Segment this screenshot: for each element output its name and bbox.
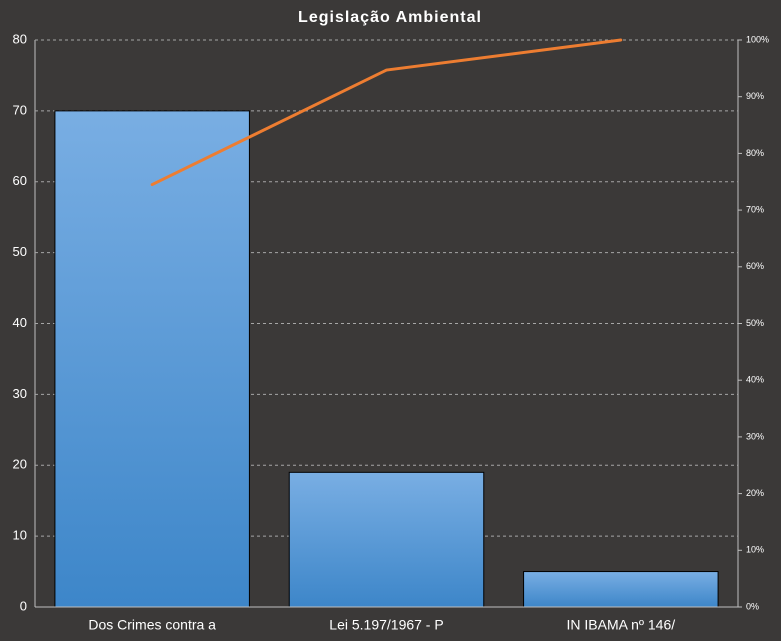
y2-tick-label: 0% bbox=[746, 601, 759, 611]
y2-tick-label: 20% bbox=[746, 488, 764, 498]
y2-tick-label: 80% bbox=[746, 148, 764, 158]
y-tick-label: 30 bbox=[13, 386, 27, 401]
y-tick-label: 80 bbox=[13, 31, 27, 46]
y2-tick-label: 60% bbox=[746, 261, 764, 271]
x-tick-label: Dos Crimes contra a bbox=[88, 617, 216, 633]
cumulative-line bbox=[150, 38, 623, 187]
y2-tick-label: 100% bbox=[746, 34, 769, 44]
y2-tick-label: 90% bbox=[746, 91, 764, 101]
y2-tick-label: 50% bbox=[746, 318, 764, 328]
y-tick-label: 40 bbox=[13, 315, 27, 330]
bar bbox=[523, 571, 719, 608]
y2-tick-label: 70% bbox=[746, 204, 764, 214]
x-tick-label: IN IBAMA nº 146/ bbox=[567, 617, 676, 633]
y2-tick-label: 30% bbox=[746, 431, 764, 441]
y2-tick-label: 10% bbox=[746, 545, 764, 555]
y-tick-label: 10 bbox=[13, 528, 27, 543]
y-tick-label: 0 bbox=[20, 598, 27, 613]
x-tick-label: Lei 5.197/1967 - P bbox=[329, 617, 443, 633]
y-tick-label: 70 bbox=[13, 102, 27, 117]
y-tick-label: 20 bbox=[13, 457, 27, 472]
bar bbox=[54, 110, 250, 608]
y-tick-label: 50 bbox=[13, 244, 27, 259]
chart-title: Legislação Ambiental bbox=[298, 9, 482, 26]
y2-tick-label: 40% bbox=[746, 375, 764, 385]
bar bbox=[288, 471, 485, 608]
y-tick-label: 60 bbox=[13, 173, 27, 188]
